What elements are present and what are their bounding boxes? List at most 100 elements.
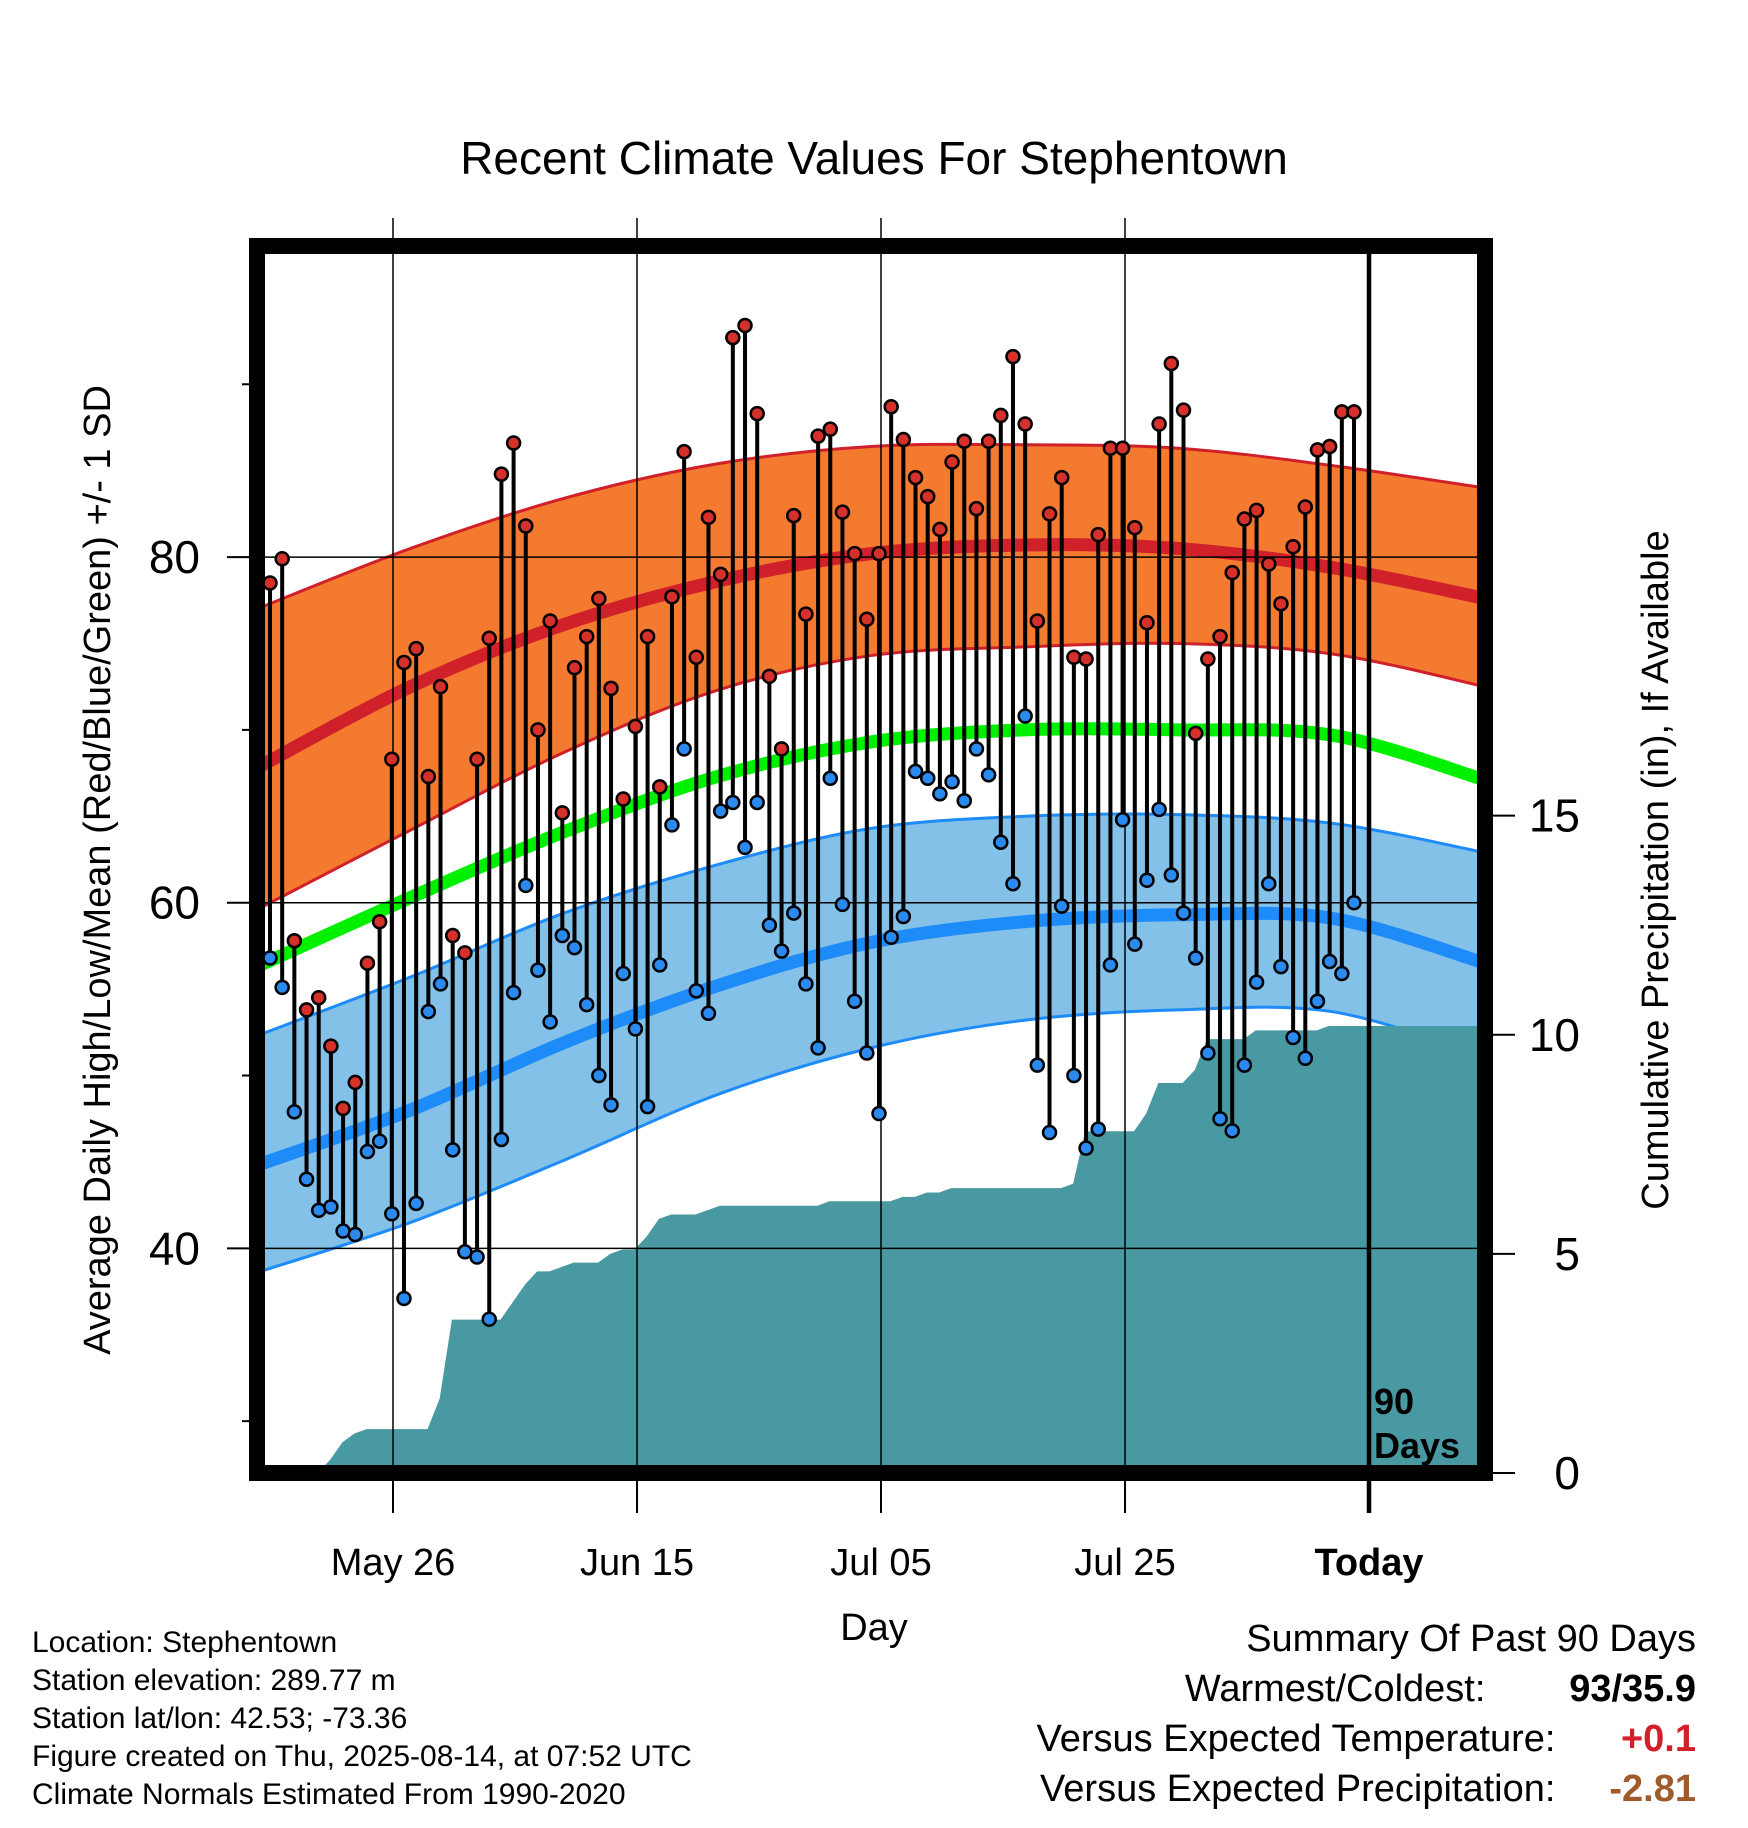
daily-high-point [359, 955, 376, 971]
daily-low-point [895, 908, 912, 925]
daily-low-point [871, 1105, 887, 1122]
daily-high-point [1090, 526, 1106, 543]
x-tick-label: May 26 [331, 1542, 456, 1584]
daily-low-point [1273, 958, 1289, 975]
summary-temp-row: Versus Expected Temperature: +0.1 [1037, 1718, 1696, 1761]
daily-low-point [725, 794, 741, 811]
daily-high-point [883, 398, 899, 415]
daily-high-point [1273, 595, 1289, 612]
daily-low-point [1114, 812, 1131, 828]
daily-high-point [871, 545, 887, 562]
daily-low-point [1334, 965, 1350, 982]
daily-high-point [798, 606, 814, 622]
daily-low-point [1297, 1050, 1314, 1066]
daily-low-point [785, 905, 802, 921]
daily-high-point [286, 932, 303, 949]
daily-low-point [639, 1098, 656, 1115]
daily-high-point [1127, 519, 1143, 536]
daily-high-point [274, 551, 290, 567]
daily-high-point [347, 1074, 364, 1091]
daily-high-point [323, 1038, 339, 1054]
daily-high-point [785, 507, 802, 524]
daily-high-point [1261, 556, 1277, 572]
temp-value: +0.1 [1620, 1718, 1696, 1760]
daily-high-point [664, 589, 680, 605]
daily-high-point [1321, 438, 1338, 455]
daily-low-point [274, 979, 290, 996]
expected-mean-line [254, 722, 1487, 973]
daily-low-point [968, 741, 985, 757]
daily-low-point [688, 983, 705, 999]
daily-low-point [359, 1143, 376, 1160]
daily-high-point [335, 1100, 351, 1117]
daily-high-point [1053, 469, 1070, 486]
daily-high-point [639, 628, 656, 645]
daily-low-point [591, 1067, 607, 1084]
daily-high-point [773, 741, 790, 757]
daily-high-point [371, 913, 388, 930]
daily-low-point [1151, 801, 1167, 818]
daily-low-point [1017, 708, 1033, 724]
daily-high-point [652, 779, 668, 795]
daily-low-point [347, 1226, 364, 1243]
daily-low-point [1175, 905, 1192, 921]
daily-low-point [919, 770, 936, 787]
daily-low-point [1346, 894, 1362, 911]
daily-high-point [1029, 613, 1046, 629]
daily-low-point [469, 1249, 485, 1265]
daily-low-point [907, 763, 924, 780]
daily-high-point [457, 945, 473, 961]
x-tick-label: Today [1314, 1542, 1423, 1584]
daily-high-point [469, 751, 485, 768]
daily-high-point [725, 329, 741, 346]
daily-high-point [834, 504, 851, 520]
daily-high-point [944, 454, 960, 470]
daily-low-point [323, 1199, 339, 1215]
latlon-text: Station lat/lon: 42.53; -73.36 [32, 1702, 408, 1735]
daily-high-point [310, 990, 327, 1006]
x-axis-label: Day [840, 1607, 908, 1649]
daily-low-point [420, 1003, 437, 1020]
daily-high-point [615, 791, 631, 807]
daily-high-point [578, 628, 595, 645]
daily-low-point [1261, 875, 1277, 892]
daily-low-point [627, 1021, 644, 1037]
daily-low-point [944, 773, 960, 790]
daily-high-point [384, 751, 400, 768]
daily-high-point [566, 659, 583, 676]
daily-high-point [1297, 499, 1314, 515]
daily-high-point [968, 500, 985, 517]
y-tick-label: 80 [149, 531, 200, 583]
precipitation-area [257, 1026, 1485, 1473]
daily-low-point [603, 1097, 619, 1113]
daily-high-point [907, 469, 924, 486]
daily-high-point [505, 435, 522, 451]
daily-high-point [542, 613, 558, 629]
daily-low-point [298, 1171, 315, 1187]
y2-tick-label: 15 [1529, 790, 1580, 842]
precip-value: -2.81 [1609, 1768, 1696, 1810]
daily-low-point [956, 792, 973, 809]
daily-low-point [1041, 1124, 1058, 1141]
summary-title: Summary Of Past 90 Days [1246, 1618, 1696, 1660]
daily-low-point [1285, 1029, 1301, 1046]
daily-high-point [859, 611, 875, 628]
daily-low-point [652, 957, 668, 973]
daily-high-point [919, 488, 936, 505]
daily-high-point [1236, 511, 1253, 527]
plot-frame [249, 238, 1493, 1481]
daily-low-point [1200, 1045, 1216, 1061]
daily-low-point [1066, 1067, 1082, 1084]
chart-title: Recent Climate Values For Stephentown [460, 132, 1288, 184]
daily-low-point [444, 1142, 461, 1158]
daily-high-point [1163, 355, 1180, 372]
x-tick-label: Jul 05 [830, 1542, 931, 1584]
daily-low-point [1309, 993, 1326, 1009]
daily-high-point [444, 927, 461, 944]
daily-high-point [481, 630, 497, 647]
daily-high-point [396, 654, 412, 671]
daily-high-point [591, 590, 607, 607]
daily-low-point [773, 943, 790, 959]
daily-low-point [676, 741, 692, 757]
